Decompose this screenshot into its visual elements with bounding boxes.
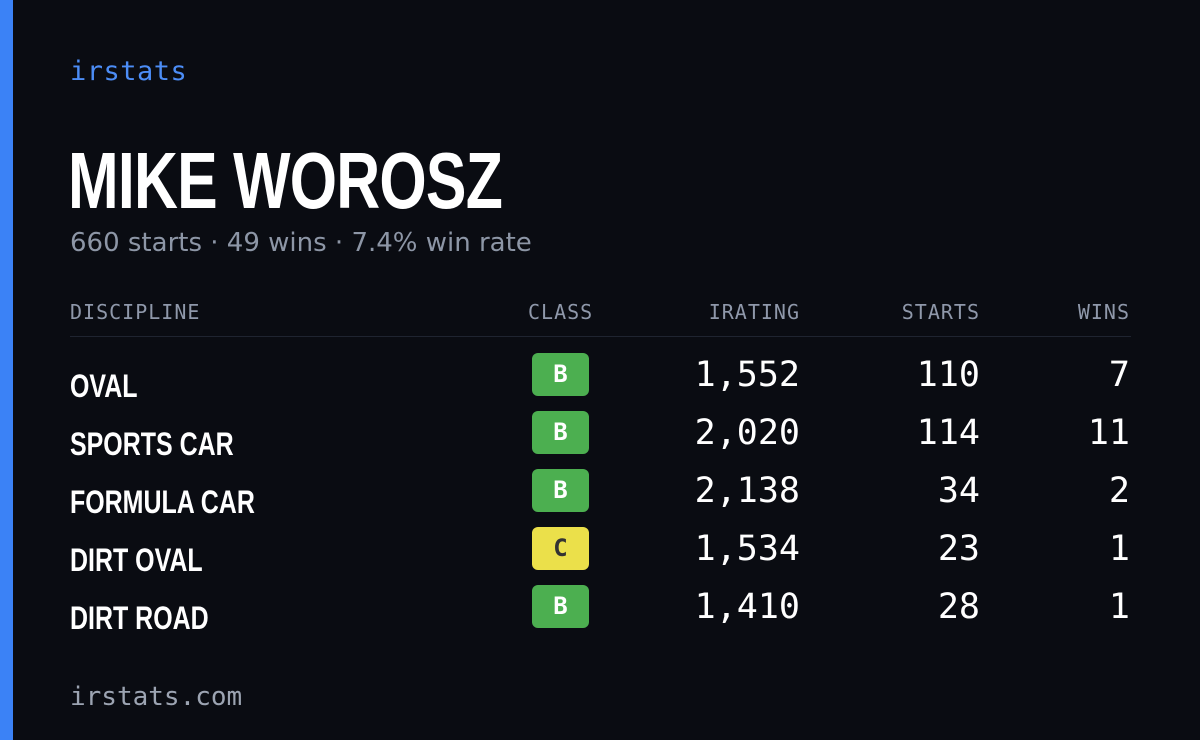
discipline-name: SPORTS CAR bbox=[70, 426, 234, 462]
starts-value: 28 bbox=[937, 587, 980, 627]
discipline-name: DIRT OVAL bbox=[70, 542, 203, 578]
class-badge: C bbox=[532, 527, 589, 570]
discipline-name: OVAL bbox=[70, 368, 138, 404]
column-header-irating: IRATING bbox=[708, 300, 800, 324]
wins-value: 1 bbox=[1108, 529, 1130, 569]
class-badge: B bbox=[532, 353, 589, 396]
discipline-name: FORMULA CAR bbox=[70, 484, 255, 520]
footer-url: irstats.com bbox=[70, 682, 243, 712]
column-header-starts: STARTS bbox=[901, 300, 980, 324]
wins-value: 11 bbox=[1087, 413, 1130, 453]
wins-value: 2 bbox=[1108, 471, 1130, 511]
stats-table: DISCIPLINE CLASS IRATING STARTS WINS OVA… bbox=[70, 298, 1131, 643]
wins-value: 1 bbox=[1108, 587, 1130, 627]
irating-value: 1,552 bbox=[694, 355, 800, 395]
page-title: MIKE WOROSZ bbox=[68, 136, 503, 225]
table-row: SPORTS CAR B 2,020 114 11 bbox=[70, 411, 1131, 469]
irating-value: 1,534 bbox=[694, 529, 800, 569]
accent-bar bbox=[0, 0, 13, 740]
summary-stats: 660 starts · 49 wins · 7.4% win rate bbox=[70, 228, 532, 258]
discipline-name: DIRT ROAD bbox=[70, 600, 209, 636]
wins-value: 7 bbox=[1108, 355, 1130, 395]
column-header-discipline: DISCIPLINE bbox=[70, 300, 201, 324]
table-row: OVAL B 1,552 110 7 bbox=[70, 353, 1131, 411]
class-badge: B bbox=[532, 411, 589, 454]
irating-value: 2,138 bbox=[694, 471, 800, 511]
starts-value: 110 bbox=[916, 355, 980, 395]
irating-value: 2,020 bbox=[694, 413, 800, 453]
table-header: DISCIPLINE CLASS IRATING STARTS WINS bbox=[70, 298, 1131, 337]
brand-logo: irstats bbox=[70, 56, 188, 87]
table-row: FORMULA CAR B 2,138 34 2 bbox=[70, 469, 1131, 527]
table-body: OVAL B 1,552 110 7 SPORTS CAR B 2,020 11… bbox=[70, 337, 1131, 643]
table-row: DIRT OVAL C 1,534 23 1 bbox=[70, 527, 1131, 585]
column-header-wins: WINS bbox=[1077, 300, 1130, 324]
starts-value: 23 bbox=[937, 529, 980, 569]
starts-value: 34 bbox=[937, 471, 980, 511]
class-badge: B bbox=[532, 469, 589, 512]
column-header-class: CLASS bbox=[528, 300, 594, 324]
irating-value: 1,410 bbox=[694, 587, 800, 627]
table-row: DIRT ROAD B 1,410 28 1 bbox=[70, 585, 1131, 643]
starts-value: 114 bbox=[916, 413, 980, 453]
class-badge: B bbox=[532, 585, 589, 628]
